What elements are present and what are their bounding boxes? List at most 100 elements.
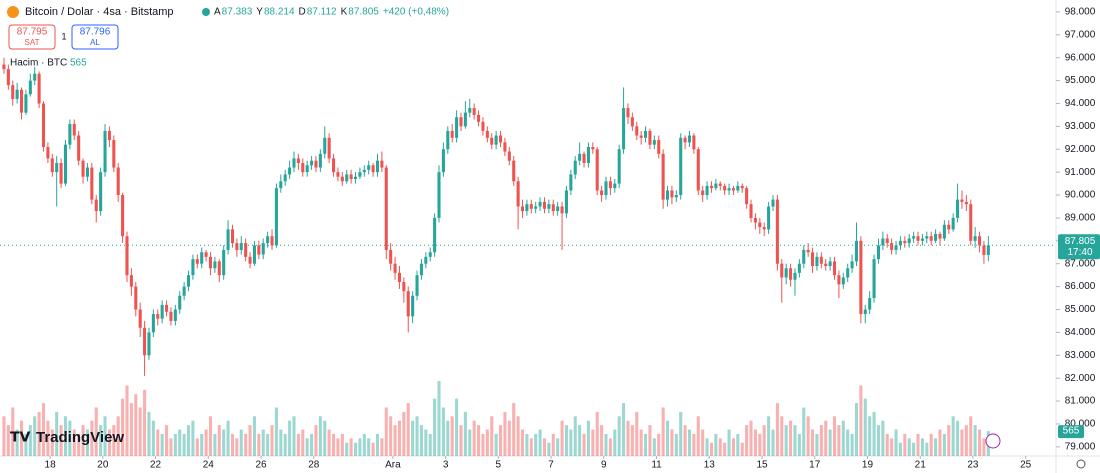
candle-body: [916, 236, 920, 241]
volume-bar: [301, 429, 305, 456]
volume-bar: [182, 433, 186, 456]
volume-bar: [564, 425, 568, 456]
candle-body: [393, 263, 397, 273]
candle-body: [529, 204, 533, 209]
ohlc-item: Y: [256, 7, 263, 18]
volume-bar: [789, 420, 793, 456]
candle-body: [507, 151, 511, 161]
candle-body: [437, 172, 441, 218]
candle-body: [292, 158, 296, 168]
volume-bar: [468, 429, 472, 456]
volume-bar: [512, 403, 516, 456]
candle-body: [969, 204, 973, 241]
volume-bar: [169, 438, 173, 456]
candle-body: [854, 240, 859, 262]
candle-body: [608, 181, 612, 189]
candle-body: [455, 117, 459, 138]
candle-body: [318, 153, 322, 168]
candle-body: [406, 291, 410, 317]
candle-body: [204, 252, 208, 257]
candle-body: [358, 172, 362, 177]
candle-body: [789, 268, 793, 280]
candle-body: [402, 282, 406, 292]
candle-body: [753, 217, 757, 223]
candle-body: [784, 268, 788, 278]
volume-bar: [393, 425, 397, 456]
volume-bar: [340, 433, 344, 456]
volume-bar: [951, 416, 955, 456]
candle-body: [648, 130, 652, 145]
candle-body: [520, 206, 525, 212]
candle-body: [670, 190, 674, 198]
volume-bar: [433, 398, 437, 456]
volume-bar: [173, 433, 177, 456]
volume-bar: [934, 438, 938, 456]
candle-body: [595, 149, 599, 191]
candle-body: [186, 275, 191, 287]
candle-body: [876, 245, 880, 260]
candle-body: [925, 236, 929, 239]
volume-bar: [195, 438, 199, 456]
alert-icon[interactable]: [985, 433, 1001, 449]
candle-body: [173, 309, 177, 321]
candle-body: [160, 304, 164, 319]
candle-body: [841, 277, 845, 285]
volume-bar: [780, 416, 784, 456]
volume-bar: [929, 433, 933, 456]
volume-bar: [758, 433, 762, 456]
candle-body: [349, 174, 353, 180]
candle-body: [701, 190, 705, 196]
candle-body: [323, 137, 327, 154]
x-tick-label: 26: [255, 460, 267, 471]
candle-body: [591, 146, 595, 150]
candle-body: [960, 199, 964, 202]
candle-body: [819, 256, 823, 264]
candle-body: [850, 261, 854, 269]
volume-bar: [270, 425, 274, 456]
volume-bar: [811, 429, 815, 456]
candle-body: [2, 64, 6, 70]
candle-body: [90, 167, 94, 200]
volume-bar: [595, 411, 599, 456]
volume-bar: [881, 420, 885, 456]
candle-body: [762, 227, 766, 230]
x-tick-label: 20: [97, 460, 109, 471]
plot: [2, 57, 990, 456]
volume-bar: [894, 429, 898, 456]
candle-body: [103, 130, 107, 173]
candle-body: [674, 195, 678, 198]
candle-body: [665, 190, 670, 200]
volume-bar: [920, 438, 924, 456]
volume-bar: [283, 433, 287, 456]
x-tick-label: 25: [1020, 460, 1032, 471]
candle-body: [696, 149, 700, 191]
volume-bar: [156, 429, 160, 456]
volume-bar: [222, 429, 226, 456]
candle-body: [433, 217, 437, 253]
ohlc-item: +420 (+0,48%): [383, 7, 449, 18]
candle-body: [749, 204, 753, 218]
volume-bar: [538, 429, 542, 456]
candle-body: [683, 137, 687, 143]
ohlc-item: A: [214, 7, 221, 18]
settings-icon[interactable]: [1076, 459, 1086, 469]
volume-bar: [200, 433, 204, 456]
candle-body: [367, 165, 371, 170]
y-tick-label: 79.000: [1065, 441, 1096, 452]
candle-body: [384, 167, 388, 250]
candle-body: [252, 245, 256, 264]
volume-bar: [380, 438, 384, 456]
candle-body: [446, 130, 450, 150]
candle-body: [824, 263, 828, 266]
ohlc-item: 88.214: [264, 7, 295, 18]
volume-bar: [837, 425, 841, 456]
buy-button[interactable]: [71, 24, 119, 50]
candle-body: [46, 146, 50, 159]
candle-body: [920, 238, 924, 241]
volume-bar: [586, 420, 590, 456]
volume-bar: [683, 425, 687, 456]
candle-body: [107, 130, 111, 141]
symbol: Bitcoin / Dolar · 4sa · Bitstamp: [25, 6, 174, 18]
sell-button[interactable]: [8, 24, 56, 50]
candle-body: [81, 160, 85, 177]
